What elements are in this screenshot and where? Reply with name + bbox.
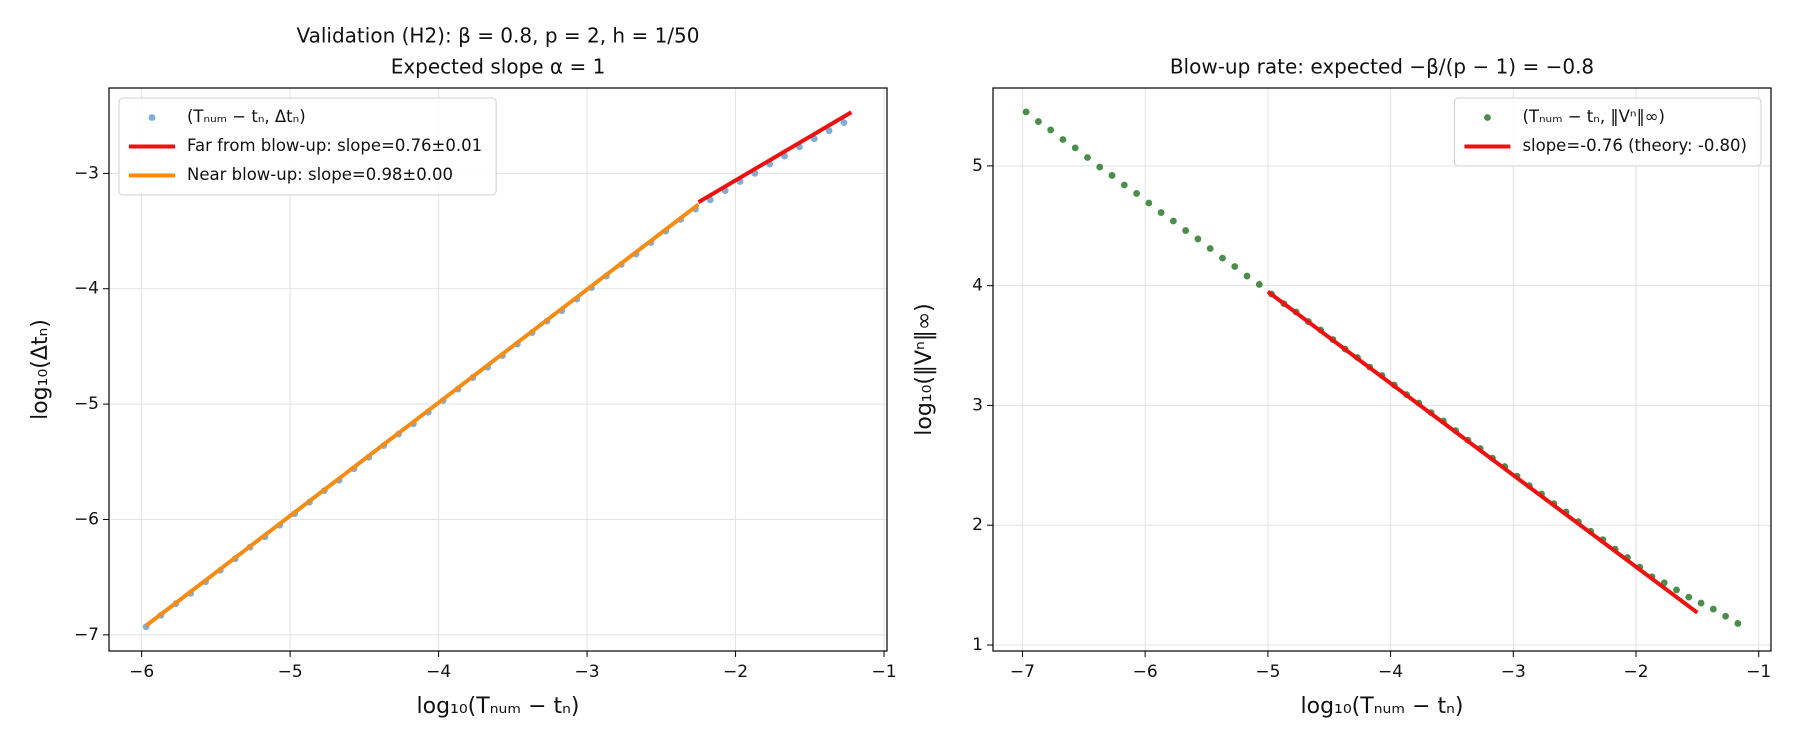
x-tick-label: −3 bbox=[1501, 662, 1526, 682]
x-tick-label: −1 bbox=[871, 662, 896, 682]
data-point bbox=[1219, 254, 1226, 262]
legend-label: (Tₙᵤₘ − tₙ, ‖Vⁿ‖∞) bbox=[1522, 107, 1664, 126]
chart-title: Blow-up rate: expected −β/(p − 1) = −0.8 bbox=[1170, 55, 1594, 79]
data-point bbox=[1133, 190, 1140, 197]
legend-box bbox=[1453, 97, 1762, 167]
y-tick-label: −4 bbox=[74, 279, 99, 299]
legend-label: Near blow-up: slope=0.98±0.00 bbox=[187, 165, 453, 184]
data-point bbox=[1047, 126, 1055, 134]
data-point bbox=[840, 119, 848, 127]
axes-frame bbox=[992, 87, 1772, 652]
x-axis-label: log₁₀(Tₙᵤₘ − tₙ) bbox=[417, 694, 580, 719]
axes-frame bbox=[108, 87, 888, 652]
y-tick-label: −6 bbox=[74, 509, 99, 529]
x-tick-label: −5 bbox=[1255, 662, 1280, 682]
data-point bbox=[1145, 199, 1153, 207]
legend-swatch bbox=[1484, 114, 1491, 121]
y-tick-label: −7 bbox=[74, 625, 99, 645]
data-point bbox=[1255, 281, 1263, 288]
data-point bbox=[1157, 209, 1165, 216]
legend: (Tₙᵤₘ − tₙ, Δtₙ) Far from blow-up: slope=… bbox=[118, 97, 497, 196]
y-tick-label: −5 bbox=[74, 394, 99, 414]
fit-line bbox=[144, 202, 700, 628]
data-point bbox=[1182, 227, 1190, 234]
y-tick-label: 3 bbox=[972, 395, 983, 415]
data-point bbox=[1206, 245, 1214, 252]
data-point bbox=[1231, 263, 1239, 270]
x-axis-label: log₁₀(Tₙᵤₘ − tₙ) bbox=[1301, 694, 1464, 719]
y-axis-label: log₁₀(‖Vⁿ‖∞) bbox=[912, 303, 937, 435]
y-tick-label: 4 bbox=[972, 276, 983, 296]
plot-area bbox=[993, 88, 1771, 651]
subplot: −6 −5 −4 −3 −2 −1 −7 −6 −5 −4 −3 Validation (H2): β… bbox=[28, 24, 897, 720]
chart-subtitle: Expected slope α = 1 bbox=[391, 55, 606, 79]
chart-title: Validation (H2): β = 0.8, p = 2, h = 1/5… bbox=[296, 24, 699, 48]
data-point bbox=[1035, 118, 1042, 125]
data-point bbox=[1022, 108, 1030, 116]
legend-label: slope=-0.76 (theory: -0.80) bbox=[1522, 136, 1747, 155]
data-point bbox=[1071, 144, 1079, 152]
x-tick-label: −2 bbox=[723, 662, 748, 682]
data-point bbox=[1169, 217, 1177, 225]
y-tick-label: −3 bbox=[74, 163, 99, 183]
x-tick-label: −5 bbox=[278, 662, 303, 682]
data-point bbox=[1194, 235, 1202, 243]
legend-swatch bbox=[148, 114, 156, 121]
x-tick-label: −4 bbox=[426, 662, 451, 682]
x-tick-label: −6 bbox=[129, 662, 154, 682]
data-point bbox=[1243, 272, 1251, 280]
legend-label: (Tₙᵤₘ − tₙ, Δtₙ) bbox=[187, 107, 306, 126]
y-tick-label: 5 bbox=[972, 156, 983, 176]
fit-line bbox=[1266, 290, 1699, 615]
x-tick-label: −4 bbox=[1378, 662, 1403, 682]
data-point bbox=[1084, 154, 1091, 161]
data-point bbox=[1697, 599, 1705, 607]
data-point bbox=[1059, 136, 1067, 143]
x-tick-label: −3 bbox=[575, 662, 600, 682]
y-tick-label: 2 bbox=[972, 515, 983, 535]
data-point bbox=[1108, 172, 1116, 179]
data-point bbox=[1722, 612, 1729, 620]
data-point bbox=[825, 127, 833, 135]
fit-line bbox=[697, 110, 853, 204]
data-point bbox=[1734, 620, 1742, 627]
x-tick-label: −6 bbox=[1133, 662, 1158, 682]
legend-label: Far from blow-up: slope=0.76±0.01 bbox=[187, 136, 482, 155]
subplot: −7 −6 −5 −4 −3 −2 −1 1 2 3 4 5 Blow-up rate: expecte… bbox=[912, 55, 1772, 719]
data-point bbox=[1685, 593, 1693, 601]
legend-box bbox=[118, 97, 497, 196]
data-point bbox=[1096, 163, 1104, 171]
y-tick-label: 1 bbox=[972, 635, 983, 655]
x-tick-label: −1 bbox=[1746, 662, 1771, 682]
legend: (Tₙᵤₘ − tₙ, ‖Vⁿ‖∞) slope=-0.76 (theory: -… bbox=[1453, 97, 1762, 167]
x-tick-label: −7 bbox=[1010, 662, 1035, 682]
data-point bbox=[1709, 605, 1717, 613]
data-point bbox=[1673, 586, 1680, 594]
x-tick-label: −2 bbox=[1623, 662, 1648, 682]
data-point bbox=[1120, 181, 1128, 189]
y-axis-label: log₁₀(Δtₙ) bbox=[28, 319, 53, 420]
